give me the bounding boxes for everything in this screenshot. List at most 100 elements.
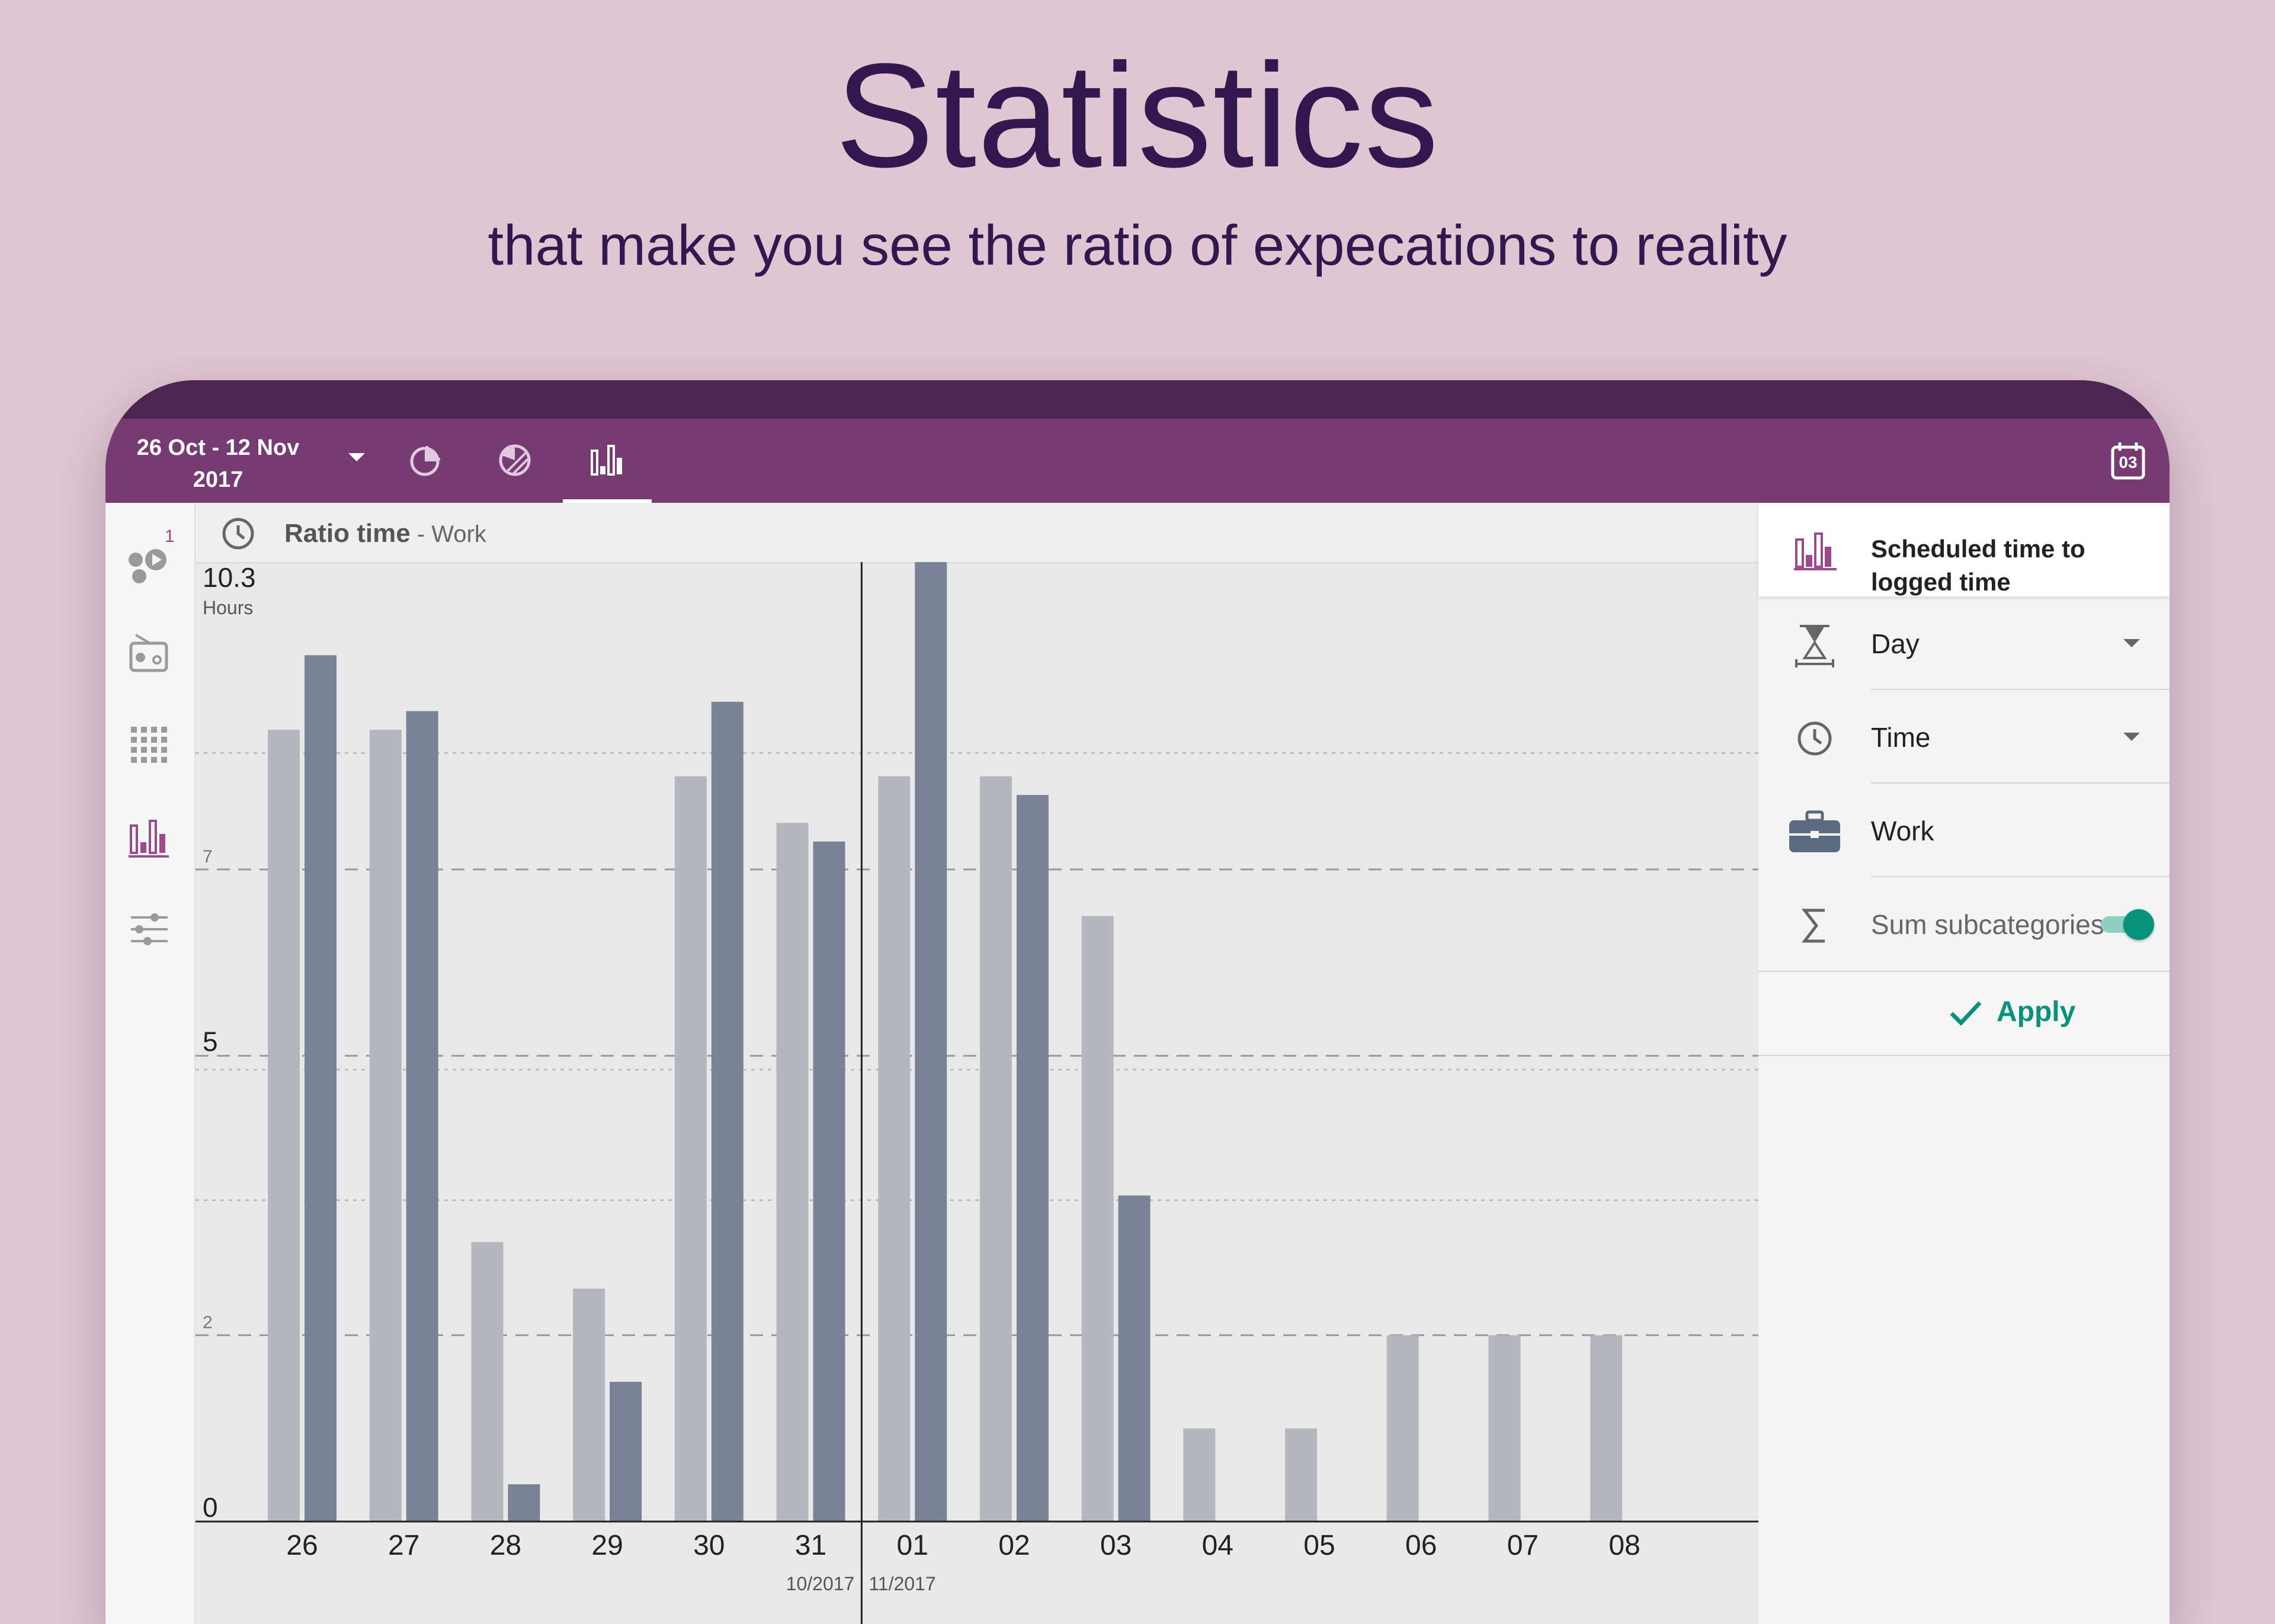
bar-chart-icon (1794, 532, 1837, 570)
x-tick-label: 03 (1100, 1530, 1132, 1561)
bar (508, 1484, 540, 1522)
bar (471, 1242, 504, 1522)
calendar-icon (2111, 442, 2145, 480)
tablet-frame: 26 Oct - 12 Nov 2017 (105, 380, 2170, 1624)
bar (915, 562, 947, 1522)
bar (776, 823, 809, 1522)
grid-dot (131, 757, 137, 763)
toggle-knob (2123, 909, 2154, 940)
bar (813, 841, 845, 1522)
x-tick-label: 01 (897, 1530, 928, 1561)
bar (1285, 1428, 1317, 1522)
y-tick-label: 7 (203, 847, 213, 866)
rail-item-settings[interactable] (126, 906, 174, 953)
y-max-label: 10.3 (203, 562, 256, 593)
grid-dot (161, 757, 167, 763)
chevron-down-icon[interactable] (2123, 639, 2140, 647)
date-range-line1: 26 Oct - 12 Nov (136, 435, 300, 460)
measure-value: Time (1871, 722, 1931, 753)
check-icon (1950, 1001, 1982, 1026)
sum-subcategories-row: Sum subcategories (1758, 877, 2170, 971)
bar-chart-icon (591, 445, 622, 476)
rail-item-grid[interactable] (126, 722, 174, 769)
y-tick-label: 2 (203, 1312, 213, 1332)
grid-dot (141, 727, 147, 733)
bar-chart[interactable]: 7 5 2 0 10.3 Hours 26 27 28 29 30 31 01 02 03 04 05 06 07 0… (196, 562, 1758, 1624)
grid-dot (161, 737, 167, 743)
hero-subtitle: that make you see the ratio of expecatio… (488, 214, 1787, 277)
divider (1871, 782, 2170, 784)
grid-icon (131, 727, 167, 763)
grid-dot (141, 757, 147, 763)
x-tick-label: 26 (286, 1530, 318, 1561)
divider (1871, 876, 2170, 877)
pie-chart-hatched-icon (499, 444, 531, 476)
bar (1081, 916, 1114, 1522)
tab-bar-chart[interactable] (563, 419, 652, 503)
month-label: 10/2017 (786, 1573, 855, 1594)
chart-title-main: Ratio time (284, 519, 411, 548)
bar (1183, 1428, 1216, 1522)
grid-dot (161, 747, 167, 753)
panel-header: Scheduled time to logged time (1758, 503, 2170, 596)
x-tick-label: 27 (388, 1530, 419, 1561)
date-range-line2: 2017 (193, 467, 243, 492)
bar (406, 711, 438, 1522)
bar (1488, 1335, 1521, 1522)
category-select[interactable]: Work (1758, 784, 2170, 877)
tab-pie-chart[interactable] (382, 419, 470, 503)
grid-dot (161, 727, 167, 733)
briefcase-icon (1789, 810, 1840, 852)
bar (268, 730, 300, 1522)
x-tick-label: 31 (795, 1530, 826, 1561)
x-tick-label: 06 (1405, 1530, 1437, 1561)
bar (610, 1382, 642, 1522)
rail-item-statistics[interactable] (126, 814, 174, 861)
sum-subcategories-label: Sum subcategories (1871, 909, 2104, 940)
bar-chart-icon (129, 820, 169, 858)
y-unit-label: Hours (203, 597, 253, 618)
calendar-today-button[interactable]: 03 (2110, 441, 2146, 480)
grid-dot (151, 757, 157, 763)
bar (878, 776, 911, 1522)
radio-icon (129, 634, 168, 672)
pie-chart-icon (410, 446, 440, 476)
clock-icon (222, 518, 254, 550)
chart-title: Ratio time - Work (284, 516, 486, 552)
bar (1386, 1335, 1419, 1522)
notification-badge: 1 (165, 527, 175, 546)
rail-item-radio[interactable] (126, 630, 174, 678)
period-select[interactable]: Day (1758, 596, 2170, 690)
app-bar: 26 Oct - 12 Nov 2017 (105, 419, 2170, 503)
measure-select[interactable]: Time (1758, 690, 2170, 784)
month-label: 11/2017 (869, 1573, 935, 1594)
tab-pie-chart-hatched[interactable] (470, 419, 559, 503)
x-tick-label: 08 (1608, 1530, 1640, 1561)
grid-dot (131, 727, 137, 733)
chevron-down-icon[interactable] (348, 453, 365, 461)
grid-dot (131, 737, 137, 743)
bar (979, 776, 1012, 1522)
x-tick-label: 07 (1507, 1530, 1539, 1561)
bar (369, 730, 402, 1522)
hero-title: Statistics (835, 33, 1440, 198)
sliders-icon (131, 913, 168, 945)
screen: 1 (105, 503, 2170, 1624)
bar (305, 655, 337, 1522)
clock-icon (1797, 721, 1832, 756)
chart-header: Ratio time - Work (196, 503, 1758, 563)
grid-dot (141, 747, 147, 753)
date-range-selector[interactable]: 26 Oct - 12 Nov 2017 (129, 432, 307, 496)
bar (1016, 795, 1049, 1522)
chart-area: Ratio time - Work 7 5 2 0 10.3 Hours 26 27 28 29 3… (196, 503, 1758, 1624)
navigation-rail: 1 (105, 503, 196, 1624)
grid-dot (141, 737, 147, 743)
rail-item-timer[interactable] (126, 538, 174, 586)
x-tick-label: 28 (490, 1530, 521, 1561)
chart-title-category: - Work (410, 521, 486, 547)
x-tick-label: 04 (1202, 1530, 1233, 1561)
chevron-down-icon[interactable] (2123, 733, 2140, 741)
settings-panel: Scheduled time to logged time Day (1758, 503, 2170, 1624)
calendar-day: 03 (2119, 453, 2138, 471)
sum-subcategories-toggle[interactable] (2098, 908, 2154, 940)
